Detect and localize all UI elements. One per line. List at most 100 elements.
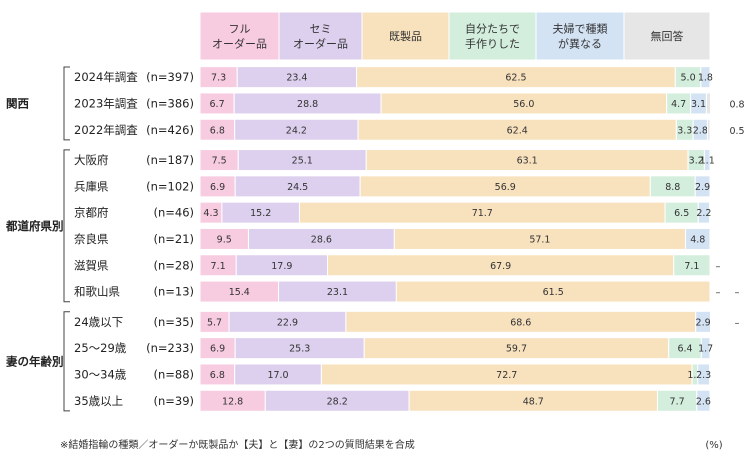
row-n: (n=386): [146, 96, 194, 110]
bar-value-label: 6.9: [210, 344, 225, 355]
row-label: 京都府: [74, 206, 109, 220]
legend-box: [361, 11, 450, 61]
bar-value-label: 2.6: [696, 396, 711, 407]
bar-value-label: 1.8: [698, 73, 713, 84]
row-n: (n=21): [153, 232, 194, 246]
group-label: 妻の年齢別: [6, 354, 64, 368]
bar-row: 京都府 (n=46) 4.3 15.2 71.7 6.5 2.2: [74, 201, 711, 224]
bar-value-label: 62.4: [507, 125, 528, 136]
bar-segment: [700, 337, 711, 360]
bar-value-label: 3.3: [677, 125, 692, 136]
bar-value-label: 6.8: [210, 125, 225, 136]
bar-segment: [705, 92, 712, 115]
bar-value-label: 3.2: [689, 156, 704, 167]
legend-box: [199, 11, 280, 61]
bar-value-label: 25.1: [292, 156, 313, 167]
bar-value-label: 12.8: [222, 396, 243, 407]
row-label: 滋賀県: [74, 258, 109, 272]
legend-label: 無回答: [651, 29, 684, 43]
legend-label: オーダー品: [212, 37, 267, 51]
row-n: (n=46): [153, 206, 194, 220]
row-extra-label: –: [716, 261, 721, 272]
bar-value-label: 5.7: [207, 317, 222, 328]
row-n: (n=13): [153, 285, 194, 299]
bar-value-label: 4.7: [671, 99, 686, 110]
bar-value-label: 25.3: [289, 344, 310, 355]
row-extra2-label: –: [735, 318, 740, 329]
bar-value-label: 7.7: [670, 396, 685, 407]
bar-value-label: 8.8: [665, 182, 680, 193]
group-label: 都道府県別: [5, 219, 64, 233]
group-bracket: [63, 311, 70, 412]
bar-value-label: 28.8: [297, 99, 318, 110]
bar-value-label: 2.9: [696, 317, 711, 328]
bar-value-label: 24.2: [286, 125, 307, 136]
bar-value-label: 56.9: [495, 182, 516, 193]
bar-row: 大阪府 (n=187) 7.5 25.1 63.1 3.21.1: [74, 149, 715, 172]
bar-value-label: 1.1: [700, 156, 715, 167]
row-label: 24歳以下: [74, 315, 123, 329]
bar-value-label: 57.1: [529, 234, 550, 245]
row-n: (n=426): [146, 123, 194, 137]
group-bracket: [63, 149, 70, 303]
unit-label: (%): [705, 440, 722, 451]
bar-value-label: 15.2: [250, 208, 271, 219]
bar-value-label: 59.7: [506, 344, 527, 355]
row-label: 2022年調査: [74, 123, 138, 137]
row-n: (n=397): [146, 70, 194, 84]
row-extra2-label: –: [735, 288, 740, 299]
bar-row: 兵庫県 (n=102) 6.9 24.5 56.9 8.8 2.9: [74, 175, 711, 198]
bar-row: 25～29歳 (n=233) 6.9 25.3 59.7 6.4 1.7: [74, 337, 713, 360]
legend-label: 夫婦で種類: [553, 22, 608, 36]
bar-value-label: 28.6: [311, 234, 332, 245]
bar-row: 和歌山県 (n=13) 15.4 23.1 61.5 – –: [74, 280, 740, 303]
row-n: (n=187): [146, 153, 194, 167]
bar-segment: [685, 227, 711, 250]
bar-value-label: 5.0: [681, 73, 696, 84]
bar-value-label: 23.4: [286, 73, 307, 84]
row-n: (n=35): [153, 315, 194, 329]
legend-label: 手作りした: [465, 37, 520, 51]
bar-value-label: 2.3: [696, 370, 711, 381]
bar-value-label: 6.7: [210, 99, 225, 110]
bar-segment: [697, 363, 710, 386]
bar-value-label: 48.7: [523, 396, 544, 407]
bar-value-label: 71.7: [472, 208, 493, 219]
bar-value-label: 67.9: [490, 261, 511, 272]
bar-value-label: 24.5: [287, 182, 308, 193]
legend-label: が異なる: [558, 37, 602, 51]
chart-rows: 2024年調査 (n=397) 7.3 23.4 62.5 5.0 1.8 2023年調査 (n…: [74, 66, 745, 412]
bar-segment: [703, 149, 711, 172]
row-label: 兵庫県: [74, 179, 109, 193]
bar-segment: [694, 175, 711, 198]
bar-value-label: 6.8: [210, 370, 225, 381]
bar-value-label: 23.1: [327, 287, 348, 298]
bar-value-label: 2.9: [695, 182, 710, 193]
bar-value-label: 56.0: [513, 99, 534, 110]
bar-value-label: 6.4: [677, 344, 692, 355]
bar-value-label: 17.0: [267, 370, 288, 381]
bar-value-label: 6.5: [674, 208, 689, 219]
row-n: (n=88): [153, 367, 194, 381]
bar-value-label: 9.5: [217, 234, 232, 245]
bar-segment: [706, 118, 711, 141]
bar-value-label: 22.9: [277, 317, 298, 328]
bar-value-label: 1.1: [687, 370, 702, 381]
row-n: (n=102): [146, 179, 194, 193]
row-label: 2024年調査: [74, 70, 138, 84]
row-label: 25～29歳: [74, 341, 127, 355]
bar-segment: [673, 254, 711, 277]
bar-value-label: 1.7: [698, 344, 713, 355]
row-label: 2023年調査: [74, 96, 138, 110]
bar-value-label: 72.7: [496, 370, 517, 381]
row-n: (n=233): [146, 341, 194, 355]
bar-row: 奈良県 (n=21) 9.5 28.6 57.1 4.8: [74, 227, 711, 250]
row-n: (n=39): [153, 394, 194, 408]
group-bracket: [63, 66, 70, 141]
bar-value-label: 7.5: [212, 156, 227, 167]
bar-row: 2024年調査 (n=397) 7.3 23.4 62.5 5.0 1.8: [74, 66, 713, 89]
bar-row: 2023年調査 (n=386) 6.7 28.8 56.0 4.7 3.1 0.8: [74, 92, 745, 115]
bar-value-label: 4.8: [690, 234, 705, 245]
